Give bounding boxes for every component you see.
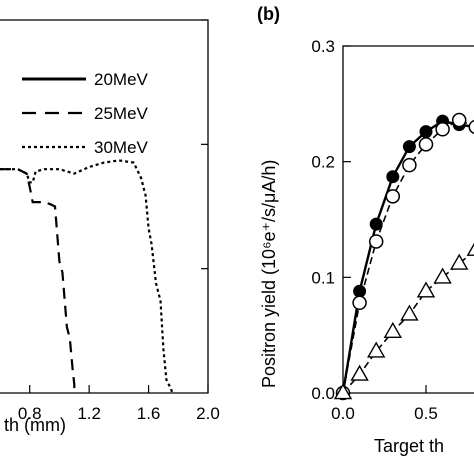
panel-b-x-tick-label: 0.0	[331, 404, 355, 423]
panel-a-series	[0, 159, 174, 394]
point-open-circle	[385, 189, 401, 204]
panel-a-frame	[0, 19, 209, 394]
panel-b-series	[333, 112, 474, 401]
legend-label: 20MeV	[94, 70, 149, 89]
panel-a-legend: 20MeV 25MeV 30MeV	[22, 70, 149, 157]
panel-b: (b) 0.0 0.5 0.0 0.1 0.2 0.3 Target th Positr…	[257, 4, 474, 456]
panel-a-x-tick-label: 2.0	[196, 404, 220, 423]
legend-label: 30MeV	[94, 138, 149, 157]
panel-a-x-ticks: 0.8 1.2 1.6 2.0	[18, 385, 220, 423]
point-open-circle	[418, 137, 434, 152]
point-open-triangle	[433, 267, 452, 284]
panel-b-y-tick-label: 0.1	[311, 268, 335, 287]
panel-b-frame	[342, 45, 474, 394]
panel-a-x-tick-label: 0.8	[18, 404, 42, 423]
point-open-triangle	[333, 383, 353, 400]
point-open-circle	[468, 119, 474, 134]
point-open-triangle	[416, 281, 436, 298]
panel-a-x-axis-label: th (mm)	[4, 415, 66, 435]
point-open-triangle	[366, 341, 386, 358]
point-open-circle	[451, 112, 467, 128]
series-line-open-circle	[342, 119, 474, 394]
panel-a-x-tick-label: 1.6	[137, 404, 161, 423]
series-line-open-triangle	[342, 250, 474, 394]
panel-b-y-tick-label: 0.0	[311, 384, 335, 403]
panel-b-y-tick-label: 0.3	[311, 37, 335, 56]
point-filled-circle	[386, 170, 400, 184]
point-filled-circle	[353, 284, 367, 298]
panel-b-y-tick-label: 0.2	[311, 153, 335, 172]
panel-a-x-tick-label: 1.2	[77, 404, 101, 423]
panel-a-y-ticks	[201, 19, 208, 270]
panel-b-x-tick-label: 0.5	[414, 404, 438, 423]
panel-a: 0.8 1.2 1.6 2.0 20MeV 25MeV 30MeV th (mm)	[0, 19, 220, 435]
point-open-circle	[435, 122, 450, 137]
panel-b-y-axis-label: Positron yield (10⁶e⁺/s/μA/h)	[259, 160, 279, 388]
series-line-30MeV	[0, 159, 174, 394]
point-open-triangle	[466, 242, 474, 256]
panel-b-y-ticks: 0.0 0.1 0.2 0.3	[311, 37, 351, 403]
legend-label: 25MeV	[94, 104, 149, 123]
series-line-25MeV	[0, 168, 76, 393]
point-filled-circle	[419, 125, 433, 139]
panel-b-x-axis-label: Target th	[374, 436, 444, 456]
point-filled-circle	[369, 217, 383, 231]
point-open-triangle	[449, 253, 469, 270]
point-open-triangle	[400, 304, 419, 321]
point-open-circle	[368, 234, 384, 249]
point-open-circle	[402, 157, 417, 173]
point-open-triangle	[350, 364, 369, 381]
panel-b-tag: (b)	[257, 4, 280, 24]
point-open-circle	[352, 295, 367, 311]
point-open-triangle	[383, 321, 403, 338]
point-filled-circle	[402, 140, 416, 154]
